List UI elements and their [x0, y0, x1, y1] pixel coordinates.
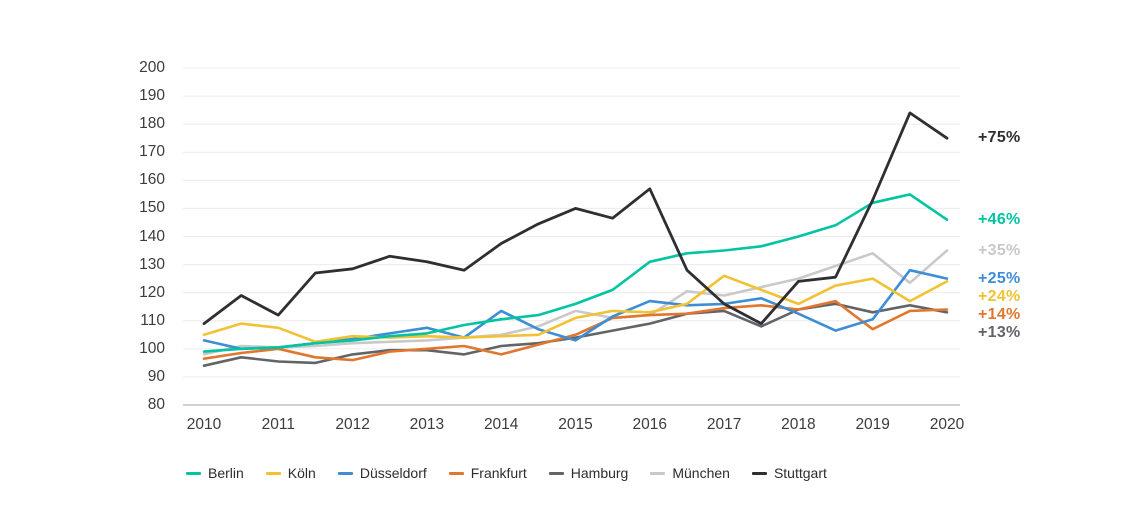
y-tick-label: 180 [139, 115, 165, 133]
legend-item-frankfurt: Frankfurt [448, 465, 543, 481]
x-tick-label: 2020 [929, 416, 965, 433]
y-tick-label: 90 [147, 367, 165, 385]
legend-dash-icon [650, 471, 666, 475]
legend: Berlin Köln Düsseldorf Frankfurt Hamburg Münc… [186, 465, 849, 481]
legend-dash-icon [751, 471, 767, 475]
legend-dash-icon [265, 471, 281, 475]
x-tick-label: 2011 [261, 416, 295, 433]
end-label-kln: +24% [978, 287, 1021, 305]
y-tick-label: 150 [139, 199, 165, 217]
end-label-berlin: +46% [978, 210, 1021, 228]
legend-item-kln: Köln [265, 465, 332, 481]
x-tick-label: 2010 [186, 416, 222, 433]
legend-dash-icon [548, 471, 564, 475]
gridlines [183, 67, 960, 406]
x-tick-label: 2014 [483, 416, 519, 433]
series-line-frankfurt [202, 299, 949, 362]
series-line-hamburg [202, 302, 949, 368]
x-tick-label: 2016 [632, 416, 668, 433]
y-tick-label: 110 [140, 311, 165, 329]
end-label-frankfurt: +14% [978, 305, 1021, 323]
legend-label: Düsseldorf [359, 465, 427, 481]
x-tick-label: 2018 [781, 416, 816, 433]
y-tick-label: 130 [139, 255, 165, 273]
end-label-dsseldorf: +25% [978, 269, 1021, 287]
legend-dash-icon [337, 471, 353, 475]
legend-label: Berlin [208, 465, 244, 481]
y-tick-label: 160 [139, 171, 165, 189]
x-tick-label: 2013 [409, 416, 445, 433]
end-label-hamburg: +13% [978, 323, 1021, 341]
y-tick-label: 100 [139, 339, 165, 357]
end-label-mnchen: +35% [978, 241, 1021, 259]
legend-label: München [672, 465, 730, 481]
y-tick-label: 80 [147, 396, 165, 413]
y-tick-label: 200 [139, 59, 165, 76]
legend-item-stuttgart: Stuttgart [751, 465, 843, 481]
legend-label: Frankfurt [470, 465, 527, 481]
y-tick-label: 170 [139, 143, 165, 161]
x-tick-label: 2012 [335, 416, 370, 433]
legend-item-mnchen: München [650, 465, 746, 481]
legend-item-berlin: Berlin [186, 465, 260, 481]
y-tick-label: 140 [139, 227, 165, 245]
end-label-stuttgart: +75% [978, 129, 1021, 147]
y-tick-label: 120 [139, 283, 165, 301]
legend-item-hamburg: Hamburg [548, 465, 645, 481]
series-line-kln [202, 274, 949, 344]
legend-item-dsseldorf: Düsseldorf [337, 465, 443, 481]
legend-dash-icon [186, 471, 201, 475]
legend-label: Köln [287, 465, 316, 481]
y-tick-label: 190 [139, 87, 165, 105]
x-tick-label: 2015 [558, 416, 593, 433]
legend-dash-icon [448, 471, 464, 475]
legend-label: Hamburg [570, 465, 629, 481]
series-line-berlin [202, 193, 949, 353]
x-tick-label: 2017 [706, 416, 742, 433]
series-line-mnchen [202, 249, 949, 356]
series-line-stuttgart [202, 111, 949, 326]
legend-label: Stuttgart [773, 465, 827, 481]
x-tick-label: 2019 [855, 416, 890, 433]
